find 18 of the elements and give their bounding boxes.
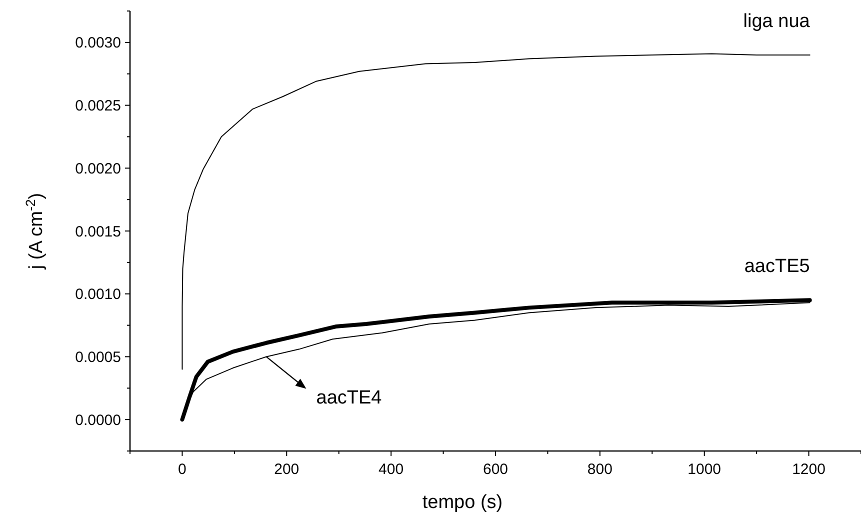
y-tick-label: 0.0005 xyxy=(75,348,121,366)
x-axis-title: tempo (s) xyxy=(422,492,503,513)
x-tick-label: 1200 xyxy=(792,461,826,478)
x-tick-label: 1000 xyxy=(688,461,722,478)
series-label: liga nua xyxy=(743,11,810,32)
x-tick-label: 400 xyxy=(378,461,404,478)
x-tick-label: 0 xyxy=(178,461,186,478)
x-tick-label: 800 xyxy=(587,461,612,478)
y-tick-label: 0.0025 xyxy=(75,98,121,115)
y-tick-label: 0.0030 xyxy=(75,34,121,52)
y-tick-label: 0.0015 xyxy=(75,223,121,240)
legend-label: aacTE4 xyxy=(316,388,382,409)
x-tick-label: 600 xyxy=(482,461,508,478)
y-tick-label: 0.0020 xyxy=(75,160,121,178)
y-tick-label: 0.0010 xyxy=(75,286,121,304)
y-tick-label: 0.0000 xyxy=(75,412,121,429)
x-tick-label: 200 xyxy=(274,461,300,478)
series-label: aacTE5 xyxy=(744,256,810,278)
